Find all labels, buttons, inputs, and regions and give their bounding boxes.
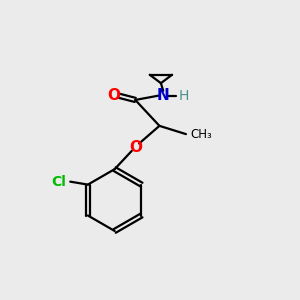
Text: CH₃: CH₃ bbox=[190, 128, 212, 141]
Text: H: H bbox=[179, 88, 189, 103]
Text: Cl: Cl bbox=[51, 175, 66, 189]
Text: N: N bbox=[157, 88, 169, 103]
Text: O: O bbox=[108, 88, 121, 103]
Text: O: O bbox=[129, 140, 142, 154]
